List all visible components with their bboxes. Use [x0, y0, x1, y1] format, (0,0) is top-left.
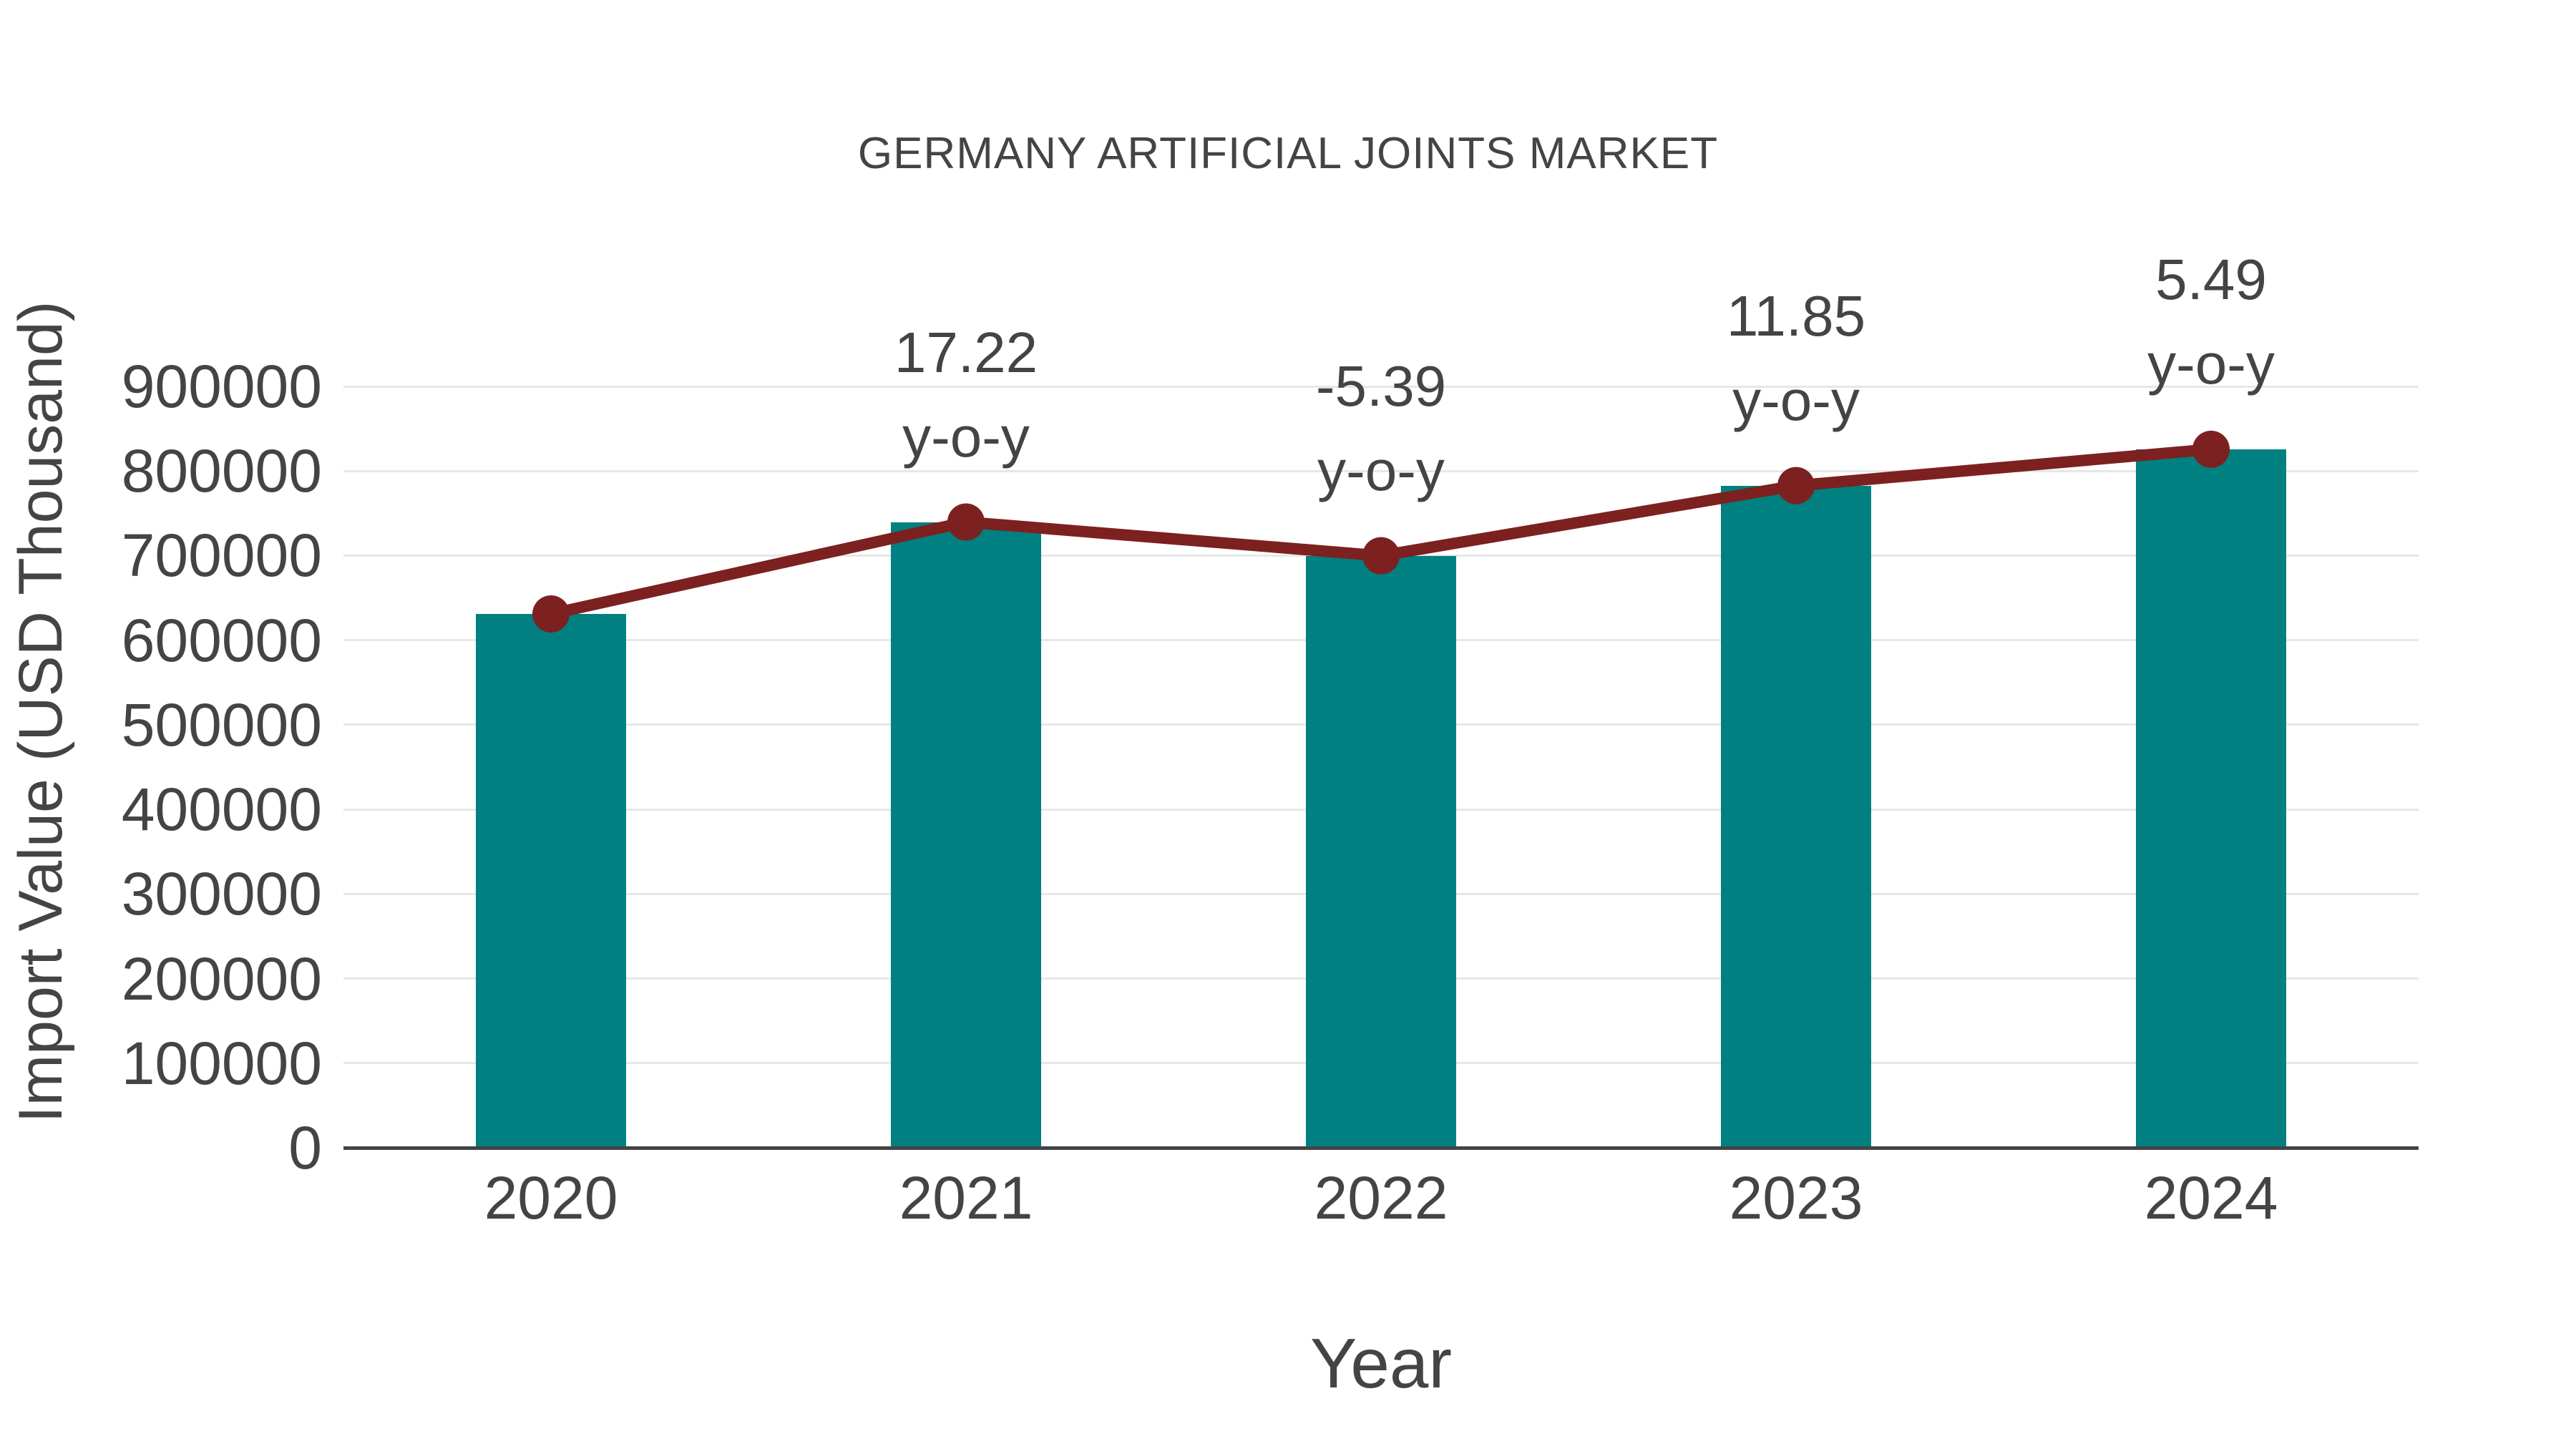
yoy-label: y-o-y: [2147, 331, 2275, 396]
data-point-marker-2023[interactable]: [1777, 467, 1815, 504]
y-tick-label: 0: [288, 1114, 322, 1181]
y-tick-label: 800000: [121, 437, 322, 505]
y-tick-label: 200000: [121, 945, 322, 1013]
yoy-annotation-2023: 11.85 y-o-y: [1581, 274, 2011, 443]
x-tick-label-2023: 2023: [1729, 1164, 1863, 1231]
data-point-marker-2022[interactable]: [1362, 537, 1400, 575]
x-tick-label-2024: 2024: [2144, 1164, 2278, 1231]
yoy-label: y-o-y: [902, 404, 1030, 469]
yoy-label: y-o-y: [1317, 438, 1445, 502]
bar-2024[interactable]: [2136, 449, 2286, 1148]
gridline: [343, 469, 2419, 472]
yoy-value: 11.85: [1726, 283, 1866, 348]
yoy-annotation-2024: 5.49 y-o-y: [1996, 238, 2426, 406]
data-point-marker-2021[interactable]: [947, 503, 985, 541]
yoy-value: 17.22: [894, 320, 1038, 384]
chart-title: GERMANY ARTIFICIAL JOINTS MARKET: [857, 129, 1719, 178]
y-tick-label: 300000: [121, 860, 322, 928]
y-tick-label: 400000: [121, 776, 322, 844]
yoy-value: 5.49: [2155, 247, 2267, 311]
bar-2023[interactable]: [1721, 485, 1871, 1148]
y-tick-label: 100000: [121, 1029, 322, 1097]
x-tick-label-2021: 2021: [899, 1164, 1033, 1231]
y-tick-label: 900000: [121, 353, 322, 420]
y-tick-label: 700000: [121, 522, 322, 590]
x-axis-title: Year: [1309, 1324, 1452, 1402]
yoy-value: -5.39: [1315, 353, 1447, 418]
bar-2022[interactable]: [1306, 555, 1456, 1148]
data-point-marker-2024[interactable]: [2192, 430, 2230, 468]
bar-2020[interactable]: [476, 614, 626, 1148]
y-tick-label: 500000: [121, 691, 322, 758]
data-point-marker-2020[interactable]: [532, 595, 570, 633]
y-tick-label: 600000: [121, 606, 322, 674]
x-axis-line: [343, 1146, 2419, 1150]
x-tick-label-2022: 2022: [1314, 1164, 1448, 1231]
yoy-annotation-2022: -5.39 y-o-y: [1166, 344, 1596, 513]
yoy-annotation-2021: 17.22 y-o-y: [751, 311, 1181, 479]
gridline: [343, 385, 2419, 388]
x-tick-label-2020: 2020: [484, 1164, 618, 1231]
bar-2021[interactable]: [891, 522, 1041, 1148]
yoy-label: y-o-y: [1732, 368, 1860, 432]
